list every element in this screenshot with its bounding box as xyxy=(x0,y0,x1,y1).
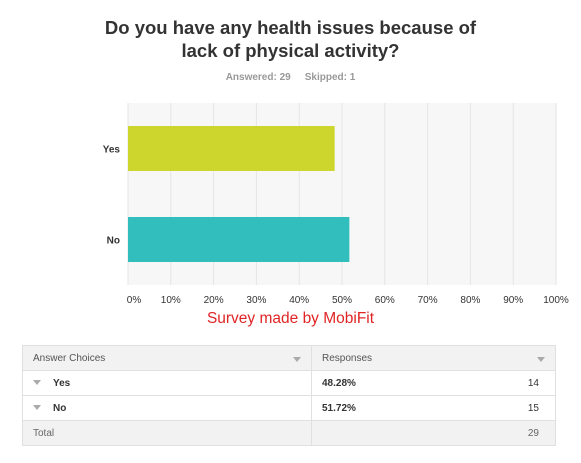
total-count: 29 xyxy=(527,427,539,439)
response-percent: 48.28% xyxy=(322,377,356,389)
x-tick-label: 60% xyxy=(375,295,395,306)
category-label: Yes xyxy=(103,145,121,156)
expand-caret-icon[interactable] xyxy=(33,405,41,411)
x-tick-label: 70% xyxy=(418,295,438,306)
response-count: 14 xyxy=(527,377,539,389)
title-line-2: lack of physical activity? xyxy=(181,40,400,61)
category-label: No xyxy=(107,236,120,247)
response-percent: 51.72% xyxy=(322,402,356,414)
total-label-cell: Total xyxy=(22,420,312,446)
choice-label: No xyxy=(53,402,67,414)
response-cell: 48.28% 14 xyxy=(311,370,556,396)
header-responses[interactable]: Responses xyxy=(311,345,556,371)
response-count: 15 xyxy=(527,402,539,414)
table-row: Yes 48.28% 14 xyxy=(22,370,556,396)
sort-caret-icon[interactable] xyxy=(537,356,545,362)
x-tick-label: 50% xyxy=(332,295,352,306)
survey-caption: Survey made by MobiFit xyxy=(206,310,375,327)
table-header-row: Answer Choices Responses xyxy=(22,345,556,371)
x-tick-label: 90% xyxy=(503,295,523,306)
x-tick-label: 40% xyxy=(289,295,309,306)
choice-label: Yes xyxy=(53,377,71,389)
table-total-row: Total 29 xyxy=(22,420,556,446)
header-answer-choices-label: Answer Choices xyxy=(33,352,106,364)
x-tick-label: 80% xyxy=(460,295,480,306)
x-tick-label: 30% xyxy=(246,295,266,306)
response-summary: Answered: 29 Skipped: 1 xyxy=(0,72,581,83)
x-tick-label: 20% xyxy=(204,295,224,306)
x-tick-label: 10% xyxy=(161,295,181,306)
expand-caret-icon[interactable] xyxy=(33,380,41,386)
header-answer-choices[interactable]: Answer Choices xyxy=(22,345,312,371)
skipped-count: Skipped: 1 xyxy=(304,72,356,83)
x-tick-label: 0% xyxy=(127,295,142,306)
choice-cell: Yes xyxy=(22,370,312,396)
sort-caret-icon[interactable] xyxy=(293,356,301,362)
table-row: No 51.72% 15 xyxy=(22,395,556,421)
header-responses-label: Responses xyxy=(322,352,373,364)
response-cell: 51.72% 15 xyxy=(311,395,556,421)
responses-table: Answer Choices Responses Yes 48.28% 14 N… xyxy=(22,345,556,446)
title-line-1: Do you have any health issues because of xyxy=(104,17,477,38)
answered-count: Answered: 29 xyxy=(225,72,291,83)
total-label: Total xyxy=(33,427,55,439)
choice-cell: No xyxy=(22,395,312,421)
x-tick-label: 100% xyxy=(543,295,569,306)
survey-question-title: Do you have any health issues because of… xyxy=(0,16,581,62)
bar-chart: 0% 10% 20% 30% 40% 50% 60% 70% 80% 90% 100% Yes No xyxy=(103,103,569,306)
bar-no xyxy=(128,217,350,262)
bar-yes xyxy=(128,126,335,171)
total-count-cell: 29 xyxy=(311,420,556,446)
